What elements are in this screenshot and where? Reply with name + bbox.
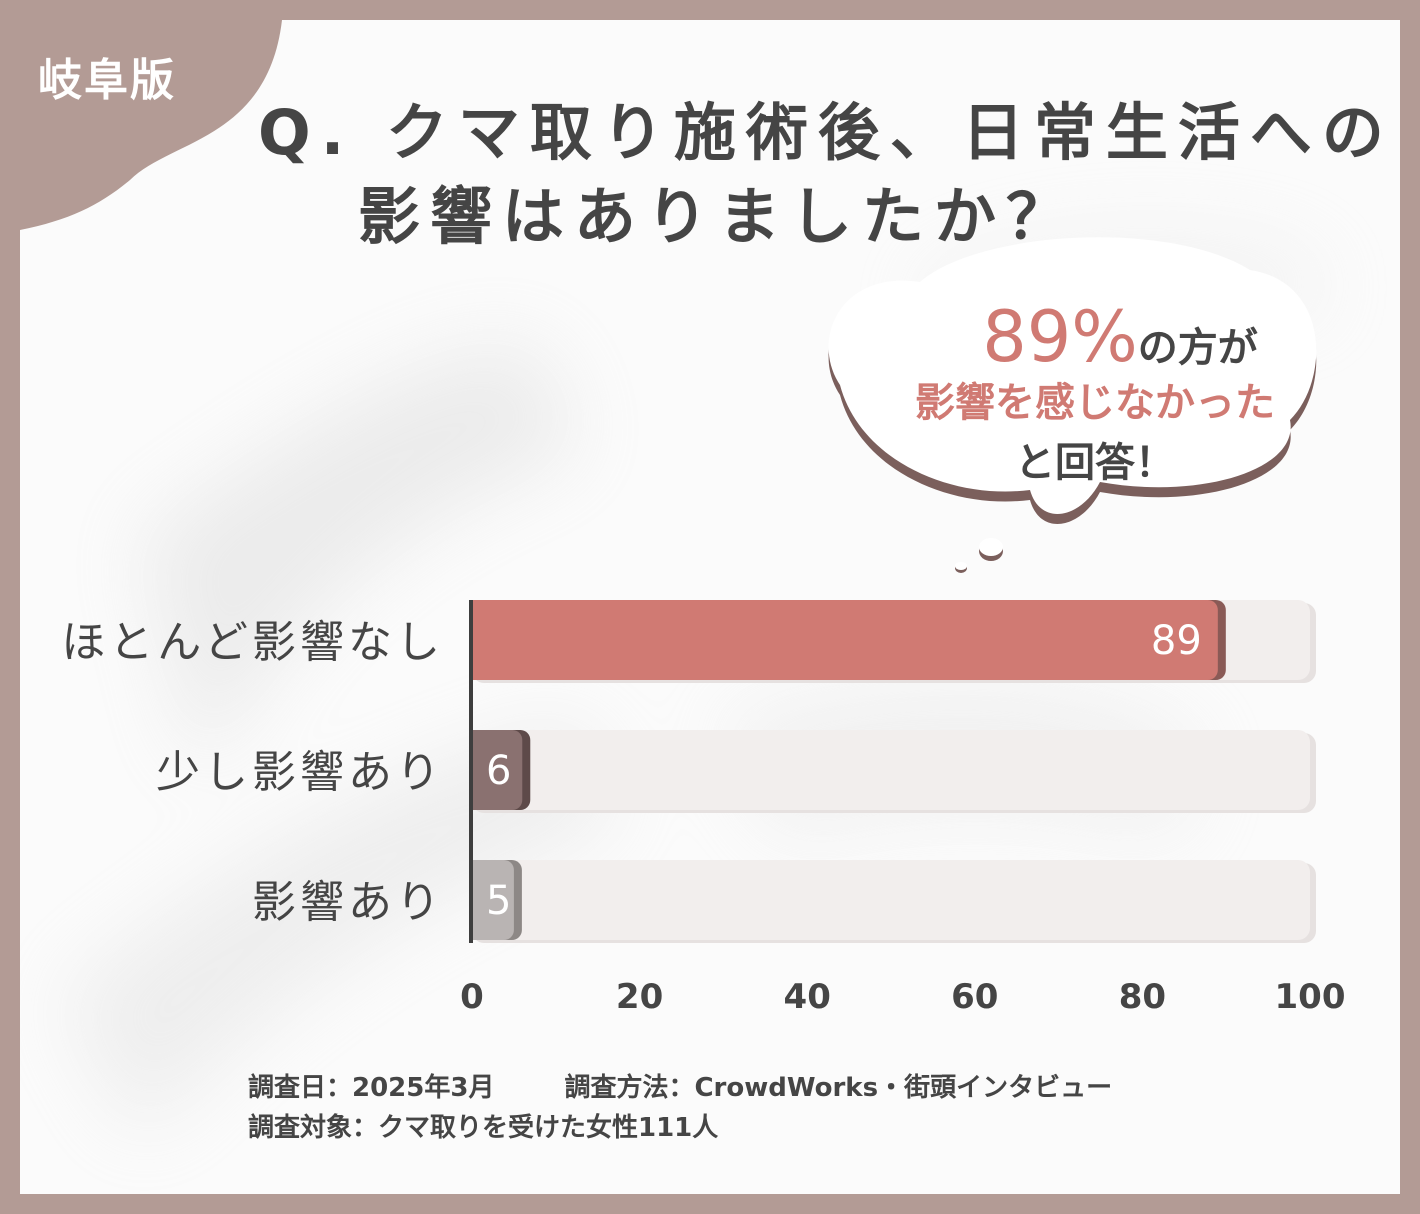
title-line-2: 影響はありましたか？ <box>358 180 1079 253</box>
footnote-row-1: 調査日：2025年3月 調査方法：CrowdWorks・街頭インタビュー <box>248 1068 1112 1108</box>
callout-suffix: の方が <box>1137 325 1258 371</box>
bar-value-label: 89 <box>1151 618 1202 664</box>
corner-tab <box>20 20 282 230</box>
callout-line-2: 影響を感じなかった <box>915 380 1275 426</box>
bar-left-edge <box>472 860 484 940</box>
title-line-1: Q. クマ取り施術後、日常生活への <box>258 96 1394 169</box>
footnotes: 調査日：2025年3月 調査方法：CrowdWorks・街頭インタビュー 調査対象… <box>248 1068 1112 1148</box>
bar-track <box>472 860 1310 940</box>
bar <box>472 600 1218 680</box>
bar-left-edge <box>472 730 484 810</box>
bar-track <box>472 730 1310 810</box>
x-tick-label: 0 <box>460 977 484 1017</box>
callout-line-3: と回答！ <box>1015 440 1175 486</box>
x-tick-label: 100 <box>1275 977 1346 1017</box>
x-tick-label: 80 <box>1119 977 1166 1017</box>
infographic-card: 岐阜版 Q. クマ取り施術後、日常生活への 影響はありましたか？ 89%の方が … <box>20 20 1400 1194</box>
region-badge: 岐阜版 <box>38 55 176 106</box>
bar-value-label: 6 <box>486 748 511 794</box>
y-axis-line <box>469 600 473 943</box>
x-tick-label: 40 <box>784 977 831 1017</box>
survey-target: 調査対象：クマ取りを受けた女性111人 <box>248 1113 719 1143</box>
x-tick-label: 20 <box>616 977 663 1017</box>
callout-percent: 89% <box>982 296 1138 378</box>
category-label: 影響あり <box>252 877 444 928</box>
category-label: 少し影響あり <box>156 747 444 798</box>
survey-date: 調査日：2025年3月 <box>248 1073 495 1103</box>
bar-chart: 89 ほとんど影響なし 6 少し影響あり 5 影響あり 0 20 40 60 80 100 <box>61 600 1346 1017</box>
bar-value-label: 5 <box>486 878 511 924</box>
callout-line-1: 89%の方が <box>910 296 1330 378</box>
x-tick-label: 60 <box>951 977 998 1017</box>
bar <box>472 730 523 810</box>
bar-left-edge <box>472 600 484 680</box>
category-label: ほとんど影響なし <box>61 617 444 668</box>
callout-bubble <box>828 237 1317 573</box>
survey-method: 調査方法：CrowdWorks・街頭インタビュー <box>564 1073 1113 1103</box>
